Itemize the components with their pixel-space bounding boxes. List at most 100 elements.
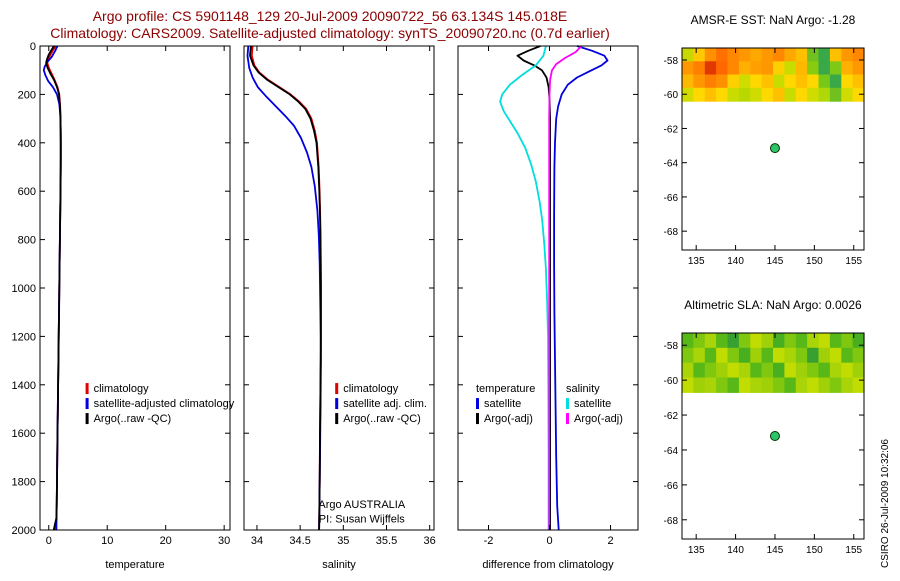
legend-header: temperature — [476, 383, 535, 395]
legend-label: satellite — [574, 398, 611, 410]
x-tick-label: 150 — [806, 545, 823, 556]
amsre-sst-map-field-cell — [841, 74, 854, 89]
amsre-sst-map-field-cell — [704, 74, 717, 89]
altimetric-sla-map-field-cell — [795, 362, 808, 379]
altimetric-sla-map-field-cell — [727, 333, 740, 349]
altimetric-sla-map-field-cell — [727, 347, 740, 364]
amsre-sst-map-field-cell — [784, 87, 797, 102]
amsre-sst-map-field-cell — [727, 61, 740, 76]
y-tick-label: -60 — [664, 376, 679, 387]
altimetric-sla-map-field-cell — [738, 377, 751, 393]
x-tick-label: 140 — [727, 545, 744, 556]
legend-label: satellite — [484, 398, 521, 410]
series-Argo-raw--QC- — [249, 45, 322, 531]
amsre-sst-map-field-cell — [818, 74, 831, 89]
amsre-sst-map-field-cell — [682, 74, 694, 89]
altimetric-sla-map-field-cell — [852, 347, 865, 364]
figure-title-line2: Climatology: CARS2009. Satellite-adjuste… — [50, 25, 610, 41]
amsre-sst-map-field-cell — [807, 87, 820, 102]
x-tick-label: 20 — [160, 535, 172, 547]
amsre-sst-map-field-cell — [716, 48, 729, 62]
series-temperature-Argo--adj- — [516, 45, 551, 530]
y-tick-label: 600 — [18, 186, 36, 198]
y-tick-label: 1600 — [12, 428, 36, 440]
altimetric-sla-map-field-cell — [852, 333, 865, 349]
altimetric-sla-map-field-cell — [693, 377, 706, 393]
legend-swatch — [85, 413, 89, 425]
salinity-profile-chart: 34 34.5 35 35.5 36 salinity climatology satelli… — [236, 40, 438, 576]
altimetric-sla-map-field-cell — [852, 362, 865, 379]
amsre-sst-map-field-cell — [784, 48, 797, 62]
amsre-sst-map-field-cell — [750, 61, 763, 76]
altimetric-sla-map-field-cell — [773, 377, 785, 393]
amsre-sst-map-field-cell — [852, 74, 865, 89]
legend-label: climatology — [343, 383, 399, 395]
amsre-sst-map-field-cell — [693, 48, 706, 62]
altimetric-sla-map-field-cell — [818, 377, 831, 393]
altimetric-sla-map-field-cell — [784, 377, 797, 393]
y-tick-label: 1800 — [12, 477, 36, 489]
x-tick-label: -2 — [484, 535, 494, 547]
y-tick-label: -58 — [664, 56, 679, 67]
amsre-sst-map-field-cell — [841, 48, 854, 62]
amsre-sst-map-field-cell — [807, 61, 820, 76]
legend-swatch — [566, 413, 569, 425]
amsre-sst-map-field-cell — [761, 87, 774, 102]
altimetric-sla-map-field-cell — [750, 362, 763, 379]
amsre-sst-map-field-cell — [852, 48, 865, 62]
y-tick-label: 1400 — [12, 380, 36, 392]
amsre-sst-map-field-cell — [738, 61, 751, 76]
difference-profile-svg: -2 0 2 difference from climatology temperatu… — [457, 45, 639, 571]
x-tick-label: 36 — [424, 535, 436, 547]
amsre-sst-map-field-cell — [682, 48, 694, 62]
amsre-sst-map-field-cell — [818, 48, 831, 62]
x-tick-label: 0 — [46, 535, 52, 547]
altimetric-sla-map-field-cell — [841, 377, 854, 393]
y-tick-label: -68 — [664, 227, 679, 238]
amsre-sst-map-field-cell — [807, 74, 820, 89]
altimetric-sla-map-field-cell — [784, 362, 797, 379]
amsre-sst-map-field-cell — [727, 48, 740, 62]
amsre-sst-map-field-cell — [682, 87, 694, 102]
axes-box — [681, 332, 865, 540]
amsre-sst-map-field-cell — [716, 61, 729, 76]
altimetric-sla-map-field-cell — [773, 333, 785, 349]
legend-header: salinity — [566, 383, 600, 395]
legend-swatch — [476, 413, 479, 425]
altimetric-sla-map-field-cell — [829, 362, 842, 379]
altimetric-sla-map-field-cell — [829, 347, 842, 364]
amsre-sst-map-field-cell — [784, 61, 797, 76]
x-tick-label: 135 — [688, 545, 705, 556]
amsre-sst-map-field-cell — [761, 74, 774, 89]
altimetric-sla-map-field-cell — [750, 347, 763, 364]
altimetric-sla-map-field-cell — [807, 347, 820, 364]
x-tick-label: 140 — [727, 256, 744, 267]
altimetric-sla-map-field-cell — [693, 333, 706, 349]
altimetric-sla-map-field-cell — [795, 347, 808, 364]
amsre-sst-map-field-cell — [693, 74, 706, 89]
x-tick-label: 34 — [251, 535, 263, 547]
x-tick-label: 34.5 — [289, 535, 310, 547]
altimetric-sla-map-field-cell — [841, 347, 854, 364]
altimetric-sla-map-field-cell — [750, 377, 763, 393]
altimetric-sla-map: 135 140 145 150 155 -58 -60 -62 -64 -66 -68 Altimet… — [648, 295, 874, 573]
y-tick-label: -62 — [664, 124, 679, 135]
altimetric-sla-map-field-cell — [841, 362, 854, 379]
altimetric-sla-map-field-cell — [795, 333, 808, 349]
amsre-sst-map-field-cell — [795, 74, 808, 89]
difference-profile-chart: -2 0 2 difference from climatology temperatu… — [450, 40, 646, 576]
x-tick-label: 155 — [845, 256, 862, 267]
y-tick-label: 200 — [18, 89, 36, 101]
amsre-sst-map-field-cell — [784, 74, 797, 89]
altimetric-sla-map-field-cell — [807, 362, 820, 379]
altimetric-sla-map-field-cell — [738, 362, 751, 379]
altimetric-sla-map-field-cell — [693, 362, 706, 379]
series-salinity-satellite — [499, 45, 550, 530]
altimetric-sla-map-field-cell — [716, 362, 729, 379]
x-tick-label: 10 — [101, 535, 113, 547]
altimetric-sla-map-field-cell — [727, 377, 740, 393]
amsre-sst-map-field-cell — [750, 87, 763, 102]
amsre-sst-map-field-cell — [795, 48, 808, 62]
altimetric-sla-map-field-cell — [738, 333, 751, 349]
